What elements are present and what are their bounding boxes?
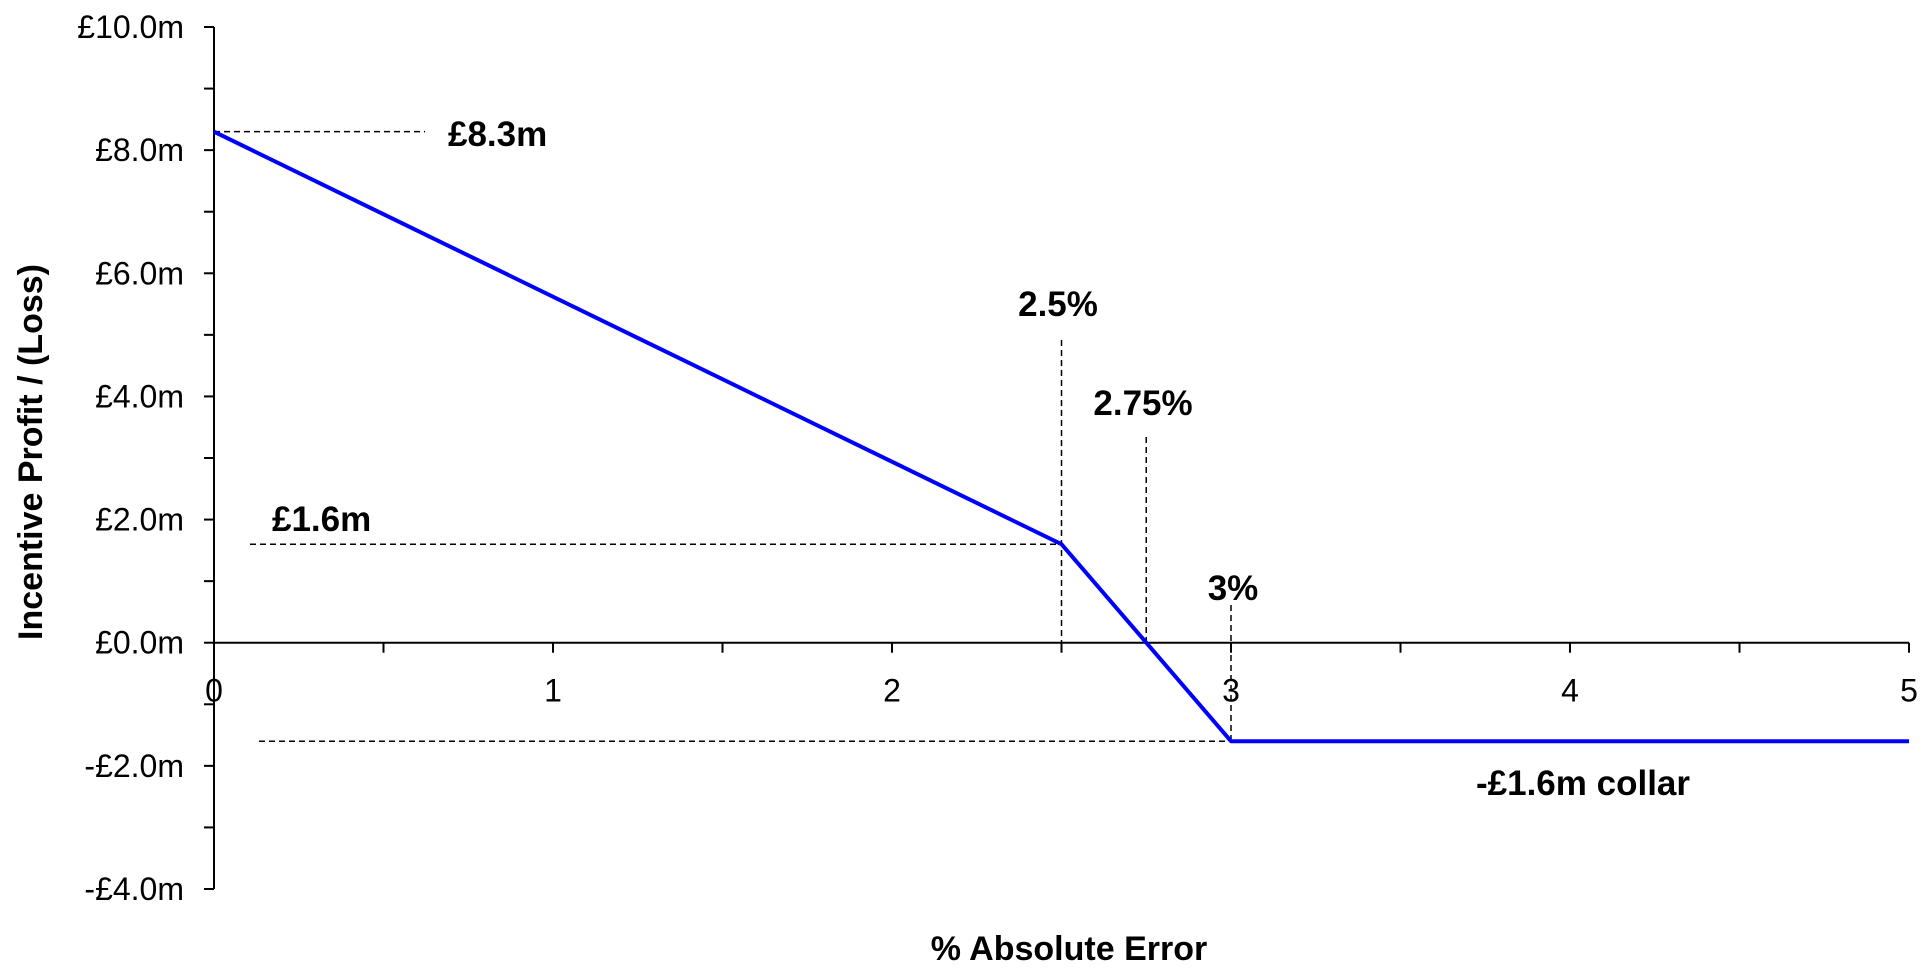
x-axis-title: % Absolute Error [931,930,1207,968]
y-tick-label: £0.0m [95,625,184,661]
reference-lines [214,130,1232,742]
y-tick-label: -£2.0m [84,748,184,784]
annotation-collar: -£1.6m collar [1476,764,1690,803]
annotation-deadband: £1.6m [272,500,371,539]
y-tick-label: -£4.0m [84,871,184,907]
x-tick-label: 0 [205,673,223,709]
annotation-floor-start: 3% [1208,569,1259,608]
series-line-0 [213,129,1909,744]
y-tick-label: £4.0m [95,378,184,414]
x-tick-label: 3 [1222,673,1240,709]
y-tick-label: £2.0m [95,502,184,538]
annotation-knee: 2.5% [1018,285,1098,324]
axes [204,26,1910,890]
y-tick-label: £6.0m [95,255,184,291]
series [213,129,1909,744]
x-tick-label: 1 [544,673,562,709]
x-tick-label: 4 [1561,673,1579,709]
x-tick-label: 2 [883,673,901,709]
y-axis-title: Incentive Profit / (Loss) [12,264,50,640]
x-tick-label: 5 [1900,673,1918,709]
annotation-peak: £8.3m [448,115,547,154]
y-tick-label: £10.0m [77,9,184,45]
annotation-zero-cross: 2.75% [1093,384,1192,423]
y-tick-label: £8.0m [95,132,184,168]
labels: £10.0m £8.0m £6.0m £4.0m £2.0m £0.0m -£2.0m -£4… [77,9,1918,907]
